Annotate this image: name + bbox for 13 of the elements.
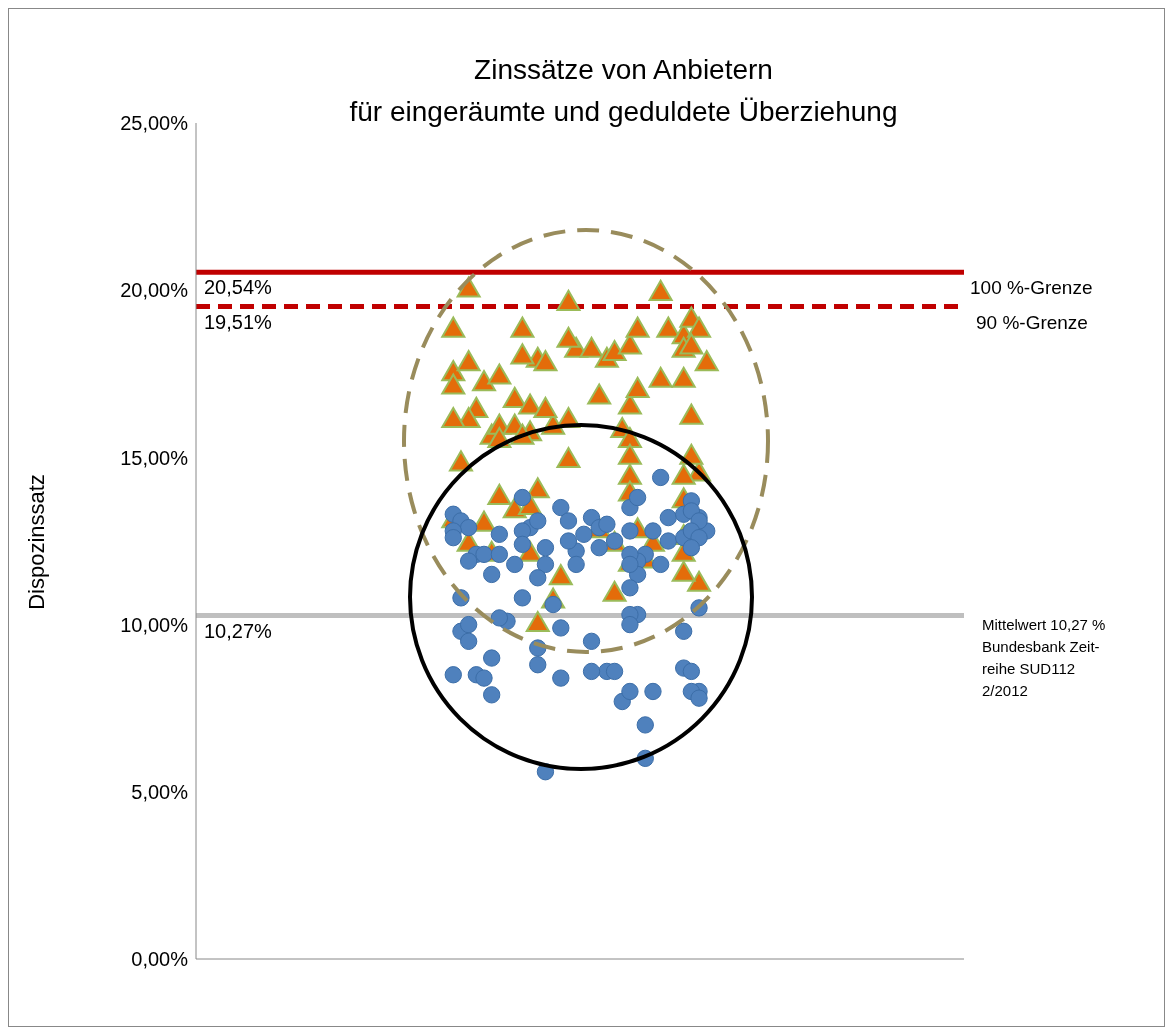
text: 90 %-Grenze xyxy=(976,310,1088,335)
y-tick-label: 0,00% xyxy=(131,948,189,971)
text: 100 %-Grenze xyxy=(970,276,1093,301)
y-tick-label: 25,00% xyxy=(120,112,189,135)
y-tick-label: 20,00% xyxy=(120,279,189,302)
y-tick-label: 5,00% xyxy=(131,780,189,803)
y-tick-label: 15,00% xyxy=(120,446,189,469)
ref-line-label: 10,27% xyxy=(204,619,273,642)
text: Mittelwert 10,27 % Bundesbank Zeit- reihe SUD112 2/2012 xyxy=(982,615,1106,702)
ref-line-label: 19,51% xyxy=(204,310,273,333)
y-tick-label: 10,00% xyxy=(120,613,189,636)
y-axis-title: Dispozinssatz xyxy=(24,473,50,610)
ref-line-label: 20,54% xyxy=(204,276,273,299)
